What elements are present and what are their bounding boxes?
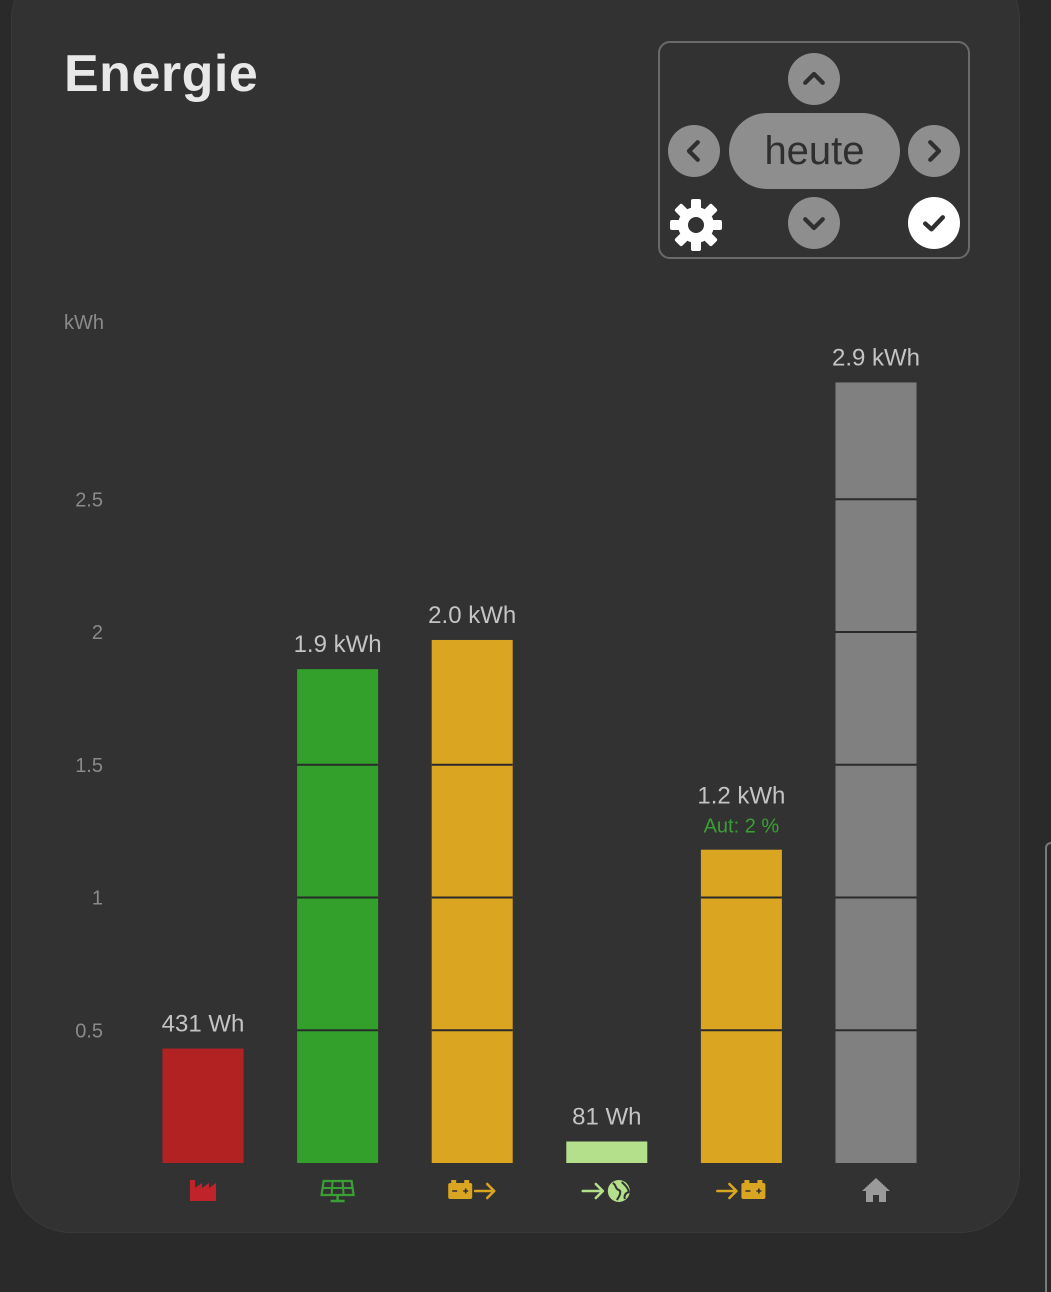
bar-value-label: 1.9 kWh (294, 631, 382, 658)
bar-value-label: 431 Wh (162, 1011, 245, 1038)
bar-value-label: 81 Wh (572, 1103, 641, 1130)
y-axis-label: kWh (64, 312, 104, 334)
solar-panel-icon (320, 1179, 355, 1203)
page-title: Energie (64, 45, 259, 103)
bar (835, 382, 917, 1163)
bar-value-label: 1.2 kWh (697, 783, 785, 810)
chevron-right-icon (928, 140, 942, 162)
bar-value-label: 2.0 kWh (428, 602, 516, 629)
y-tick-label: 2.5 (75, 489, 103, 511)
chevron-up-icon (803, 71, 825, 85)
bar (431, 639, 513, 1163)
period-next-button[interactable] (908, 125, 960, 177)
battery-charge-icon (716, 1180, 766, 1200)
period-up-button[interactable] (788, 53, 840, 105)
y-tick-label: 0.5 (75, 1020, 103, 1042)
bar (700, 849, 782, 1163)
y-tick-label: 1 (92, 888, 103, 910)
y-tick-label: 2 (92, 622, 103, 644)
home-icon (862, 1178, 890, 1202)
period-down-button[interactable] (788, 197, 840, 249)
gear-icon[interactable] (668, 197, 724, 253)
autarky-label: Aut: 2 % (704, 816, 780, 838)
checkmark-icon (923, 215, 945, 232)
factory-icon (190, 1180, 216, 1201)
period-previous-button[interactable] (668, 125, 720, 177)
y-tick-label: 1.5 (75, 755, 103, 777)
bar (566, 1141, 648, 1163)
chevron-left-icon (686, 140, 700, 162)
battery-discharge-icon (448, 1180, 496, 1200)
grid-feed-in-icon (581, 1180, 630, 1202)
period-selector[interactable]: heute (729, 113, 900, 189)
bar (162, 1048, 244, 1163)
bar (297, 669, 379, 1163)
confirm-button[interactable] (908, 197, 960, 249)
bar-value-label: 2.9 kWh (832, 344, 920, 371)
period-navigation-panel: heute (658, 41, 970, 259)
scroll-edge-handle[interactable] (1045, 842, 1051, 1292)
chevron-down-icon (803, 217, 825, 231)
